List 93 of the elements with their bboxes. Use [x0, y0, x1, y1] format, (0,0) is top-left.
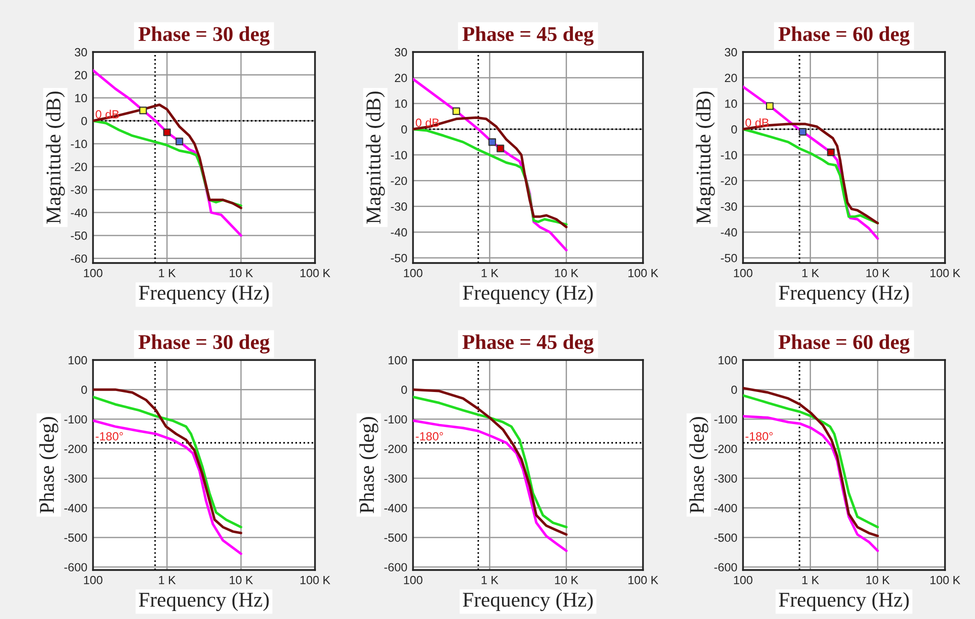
y-tick-label: -40: [390, 228, 407, 237]
y-tick-label: -20: [70, 162, 87, 172]
y-tick-label: -60: [70, 254, 87, 263]
y-tick-label: -50: [70, 232, 87, 240]
y-tick-label: -400: [64, 504, 87, 512]
y-tick-label: -20: [390, 176, 407, 186]
y-tick-label: -200: [64, 444, 87, 454]
ref-line-label: 0 dB: [416, 118, 439, 127]
y-tick-label: 100: [68, 356, 87, 364]
y-tick-label: -30: [70, 186, 87, 194]
y-axis-title: Magnitude (dB): [366, 92, 385, 224]
chart-title: Phase = 45 deg: [462, 26, 594, 46]
chart-title: Phase = 30 deg: [138, 334, 270, 354]
x-tick-label: 1 K: [159, 576, 176, 584]
y-tick-label: 20: [74, 70, 87, 80]
x-axis-title: Frequency (Hz): [778, 285, 909, 304]
y-axis-title: Phase (deg): [689, 417, 708, 514]
x-tick-label: 100 K: [930, 576, 960, 584]
chart-title: Phase = 60 deg: [778, 26, 910, 46]
x-tick-label: 100 K: [300, 268, 330, 278]
x-tick-label: 10 K: [230, 576, 254, 584]
ref-line-label: -180°: [746, 432, 773, 440]
y-tick-label: 0: [81, 116, 87, 126]
y-axis-title: Magnitude (dB): [696, 92, 715, 224]
y-tick-label: 0: [731, 386, 737, 394]
y-tick-label: 10: [725, 99, 737, 108]
y-tick-label: -200: [384, 444, 407, 454]
x-axis-title: Frequency (Hz): [138, 592, 269, 612]
y-axis-title: Magnitude (dB): [46, 92, 65, 224]
x-tick-label: 1 K: [482, 268, 498, 278]
x-tick-label: 10 K: [230, 268, 254, 278]
x-tick-label: 10 K: [866, 268, 890, 278]
y-tick-label: 0: [731, 125, 737, 134]
x-tick-label: 100 K: [628, 576, 658, 584]
y-tick-label: -10: [720, 150, 737, 160]
x-tick-label: 100 K: [300, 576, 330, 584]
y-tick-label: 100: [388, 356, 407, 364]
y-tick-label: 30: [74, 48, 87, 56]
y-tick-label: -300: [384, 474, 407, 483]
y-axis-title: Phase (deg): [39, 417, 58, 514]
y-tick-label: -40: [70, 208, 87, 217]
y-tick-label: -500: [714, 534, 737, 542]
y-tick-label: -30: [390, 202, 407, 211]
x-tick-label: 1 K: [802, 268, 820, 278]
x-axis-title: Frequency (Hz): [778, 592, 909, 612]
y-tick-label: -500: [64, 534, 87, 542]
x-axis-title: Frequency (Hz): [462, 592, 593, 612]
ref-line-label: -180°: [416, 432, 443, 440]
x-tick-label: 1 K: [159, 268, 176, 278]
y-tick-label: 10: [75, 94, 87, 102]
y-tick-label: 20: [724, 74, 737, 82]
y-tick-label: -200: [714, 444, 737, 454]
y-tick-label: -300: [714, 474, 737, 483]
chart-title: Phase = 45 deg: [462, 334, 594, 354]
x-axis-title: Frequency (Hz): [462, 285, 593, 304]
y-tick-label: -40: [720, 228, 737, 237]
ref-line-label: -180°: [96, 432, 123, 440]
y-tick-label: 20: [394, 74, 407, 82]
y-axis-title: Phase (deg): [359, 417, 378, 514]
y-tick-label: 0: [81, 386, 87, 394]
y-tick-label: -300: [64, 474, 87, 483]
y-tick-label: -600: [384, 563, 407, 572]
y-tick-label: -30: [720, 202, 737, 211]
x-tick-label: 100 K: [930, 268, 960, 278]
y-tick-label: -600: [714, 563, 737, 572]
x-tick-label: 10 K: [555, 576, 578, 584]
x-tick-label: 1 K: [802, 576, 820, 584]
chart-title: Phase = 30 deg: [138, 26, 270, 46]
y-tick-label: -100: [384, 415, 407, 424]
x-tick-label: 1 K: [482, 576, 498, 584]
y-tick-label: 10: [395, 99, 407, 108]
y-tick-label: -400: [714, 504, 737, 512]
y-tick-label: -400: [384, 504, 407, 512]
y-tick-label: 100: [718, 356, 737, 364]
y-tick-label: -50: [720, 254, 737, 262]
chart-title: Phase = 60 deg: [778, 334, 910, 354]
y-tick-label: -20: [720, 176, 737, 186]
ref-line-label: 0 dB: [745, 118, 769, 127]
y-tick-label: -100: [714, 415, 737, 424]
x-axis-title: Frequency (Hz): [138, 285, 269, 304]
y-tick-label: -10: [390, 150, 407, 160]
y-tick-label: 30: [724, 48, 737, 56]
y-tick-label: 30: [394, 48, 407, 56]
y-tick-label: -500: [384, 534, 407, 542]
x-tick-label: 10 K: [555, 268, 578, 278]
y-tick-label: 0: [401, 386, 407, 394]
x-tick-label: 10 K: [866, 576, 890, 584]
y-tick-label: -50: [390, 254, 407, 262]
y-tick-label: -10: [70, 140, 87, 148]
y-tick-label: -600: [64, 563, 87, 572]
x-tick-label: 100 K: [628, 268, 658, 278]
y-tick-label: 0: [401, 125, 407, 134]
y-tick-label: -100: [64, 415, 87, 424]
